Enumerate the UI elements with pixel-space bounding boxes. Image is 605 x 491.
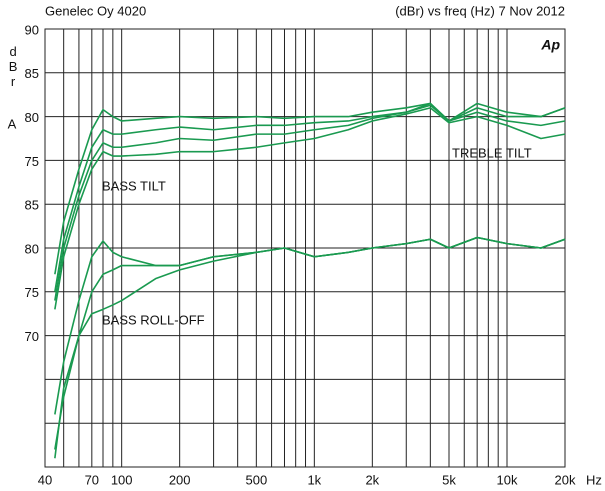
annotation: BASS ROLL-OFF	[102, 312, 205, 327]
x-tick-label: 500	[245, 472, 267, 487]
y-axis-unit: A	[8, 116, 17, 131]
series-line	[54, 107, 566, 310]
series-line	[54, 102, 566, 275]
y-tick-label: 80	[25, 110, 39, 125]
x-tick-label: 40	[38, 472, 52, 487]
x-tick-label: 200	[169, 472, 191, 487]
header-left: Genelec Oy 4020	[45, 3, 146, 18]
y-tick-label: 70	[25, 329, 39, 344]
series-line	[54, 236, 566, 459]
header-right: (dBr) vs freq (Hz) 7 Nov 2012	[395, 3, 565, 18]
y-tick-label: 80	[25, 241, 39, 256]
y-tick-label: 75	[25, 154, 39, 169]
y-axis-label: dBr	[6, 44, 21, 89]
annotation: TREBLE TILT	[452, 145, 532, 160]
x-tick-label: 2k	[365, 472, 379, 487]
y-tick-label: 85	[25, 66, 39, 81]
series-line	[54, 104, 566, 301]
y-tick-label: 85	[25, 198, 39, 213]
x-tick-label: 20k	[555, 472, 576, 487]
x-tick-label: 1k	[307, 472, 321, 487]
annotation: BASS TILT	[102, 178, 166, 193]
x-tick-label: 5k	[442, 472, 456, 487]
series-line	[54, 102, 566, 292]
y-tick-label: 90	[25, 22, 39, 37]
y-tick-label: 75	[25, 285, 39, 300]
x-tick-label: 100	[111, 472, 133, 487]
x-tick-label: 10k	[497, 472, 518, 487]
logo: Ap	[540, 37, 560, 53]
x-tick-label: 70	[85, 472, 99, 487]
x-axis-label: Hz	[586, 472, 602, 487]
